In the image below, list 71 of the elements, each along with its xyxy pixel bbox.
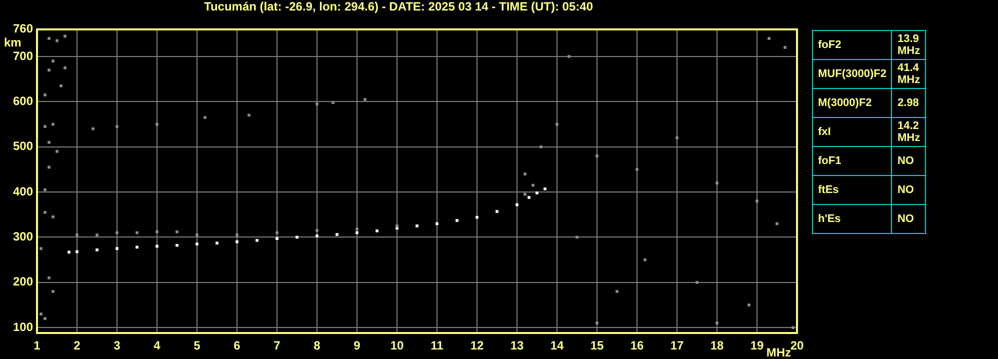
x-tick-label: 16 — [630, 338, 644, 353]
x-tick-label: 4 — [154, 338, 161, 353]
text: M(3000)F2 — [812, 88, 892, 118]
x-tick-label: 6 — [234, 338, 241, 353]
point — [376, 229, 378, 232]
text: NO — [892, 204, 926, 234]
x-tick-label: 7 — [274, 338, 281, 353]
x-tick-label: 2 — [74, 338, 81, 353]
point — [536, 192, 538, 194]
x-tick-label: 17 — [670, 338, 684, 353]
text: ftEs — [812, 176, 892, 204]
y-tick-label: 300 — [12, 230, 34, 244]
x-tick-label: 19 — [750, 338, 764, 353]
point — [68, 250, 70, 254]
chart-title: Tucumán (lat: -26.9, lon: 294.6) - DATE: 2025 03 14 - TIME (UT): 05:40 — [204, 0, 594, 14]
point — [528, 196, 530, 199]
point — [316, 234, 318, 238]
point — [496, 210, 498, 213]
point — [296, 236, 298, 239]
y-tick-label: 760 — [12, 22, 34, 36]
y-tick-label: 400 — [12, 184, 34, 198]
x-tick-label: 18 — [710, 338, 724, 353]
x-tick-label: 10 — [390, 338, 404, 353]
point — [96, 248, 98, 252]
text: NO — [892, 176, 926, 204]
point — [356, 231, 358, 234]
point — [236, 240, 238, 244]
text: 41.4 MHz — [892, 60, 926, 88]
point — [436, 222, 438, 226]
point — [516, 203, 518, 206]
y-tick-label: 700 — [12, 48, 34, 63]
point — [276, 237, 278, 240]
point — [136, 246, 138, 249]
x-tick-label: 9 — [354, 338, 361, 353]
text: h'Es — [812, 204, 892, 234]
y-tick-label: 600 — [12, 94, 34, 108]
y-axis-title: km — [4, 36, 22, 50]
text: 14.2 MHz — [892, 118, 926, 146]
point — [156, 244, 158, 248]
x-tick-label: 3 — [114, 338, 121, 353]
x-tick-label: 20 — [790, 338, 804, 353]
text: NO — [892, 146, 926, 176]
point — [476, 216, 478, 219]
text: foF1 — [812, 146, 892, 176]
x-tick-label: 5 — [194, 338, 201, 353]
y-tick-label: 200 — [12, 274, 34, 289]
x-axis-title: MHz — [766, 345, 791, 359]
x-tick-label: 8 — [314, 338, 321, 353]
point — [196, 242, 198, 246]
text: fxI — [812, 118, 892, 146]
point — [336, 233, 338, 236]
point — [76, 250, 78, 254]
x-tick-label: 14 — [550, 338, 564, 353]
x-tick-label: 13 — [510, 338, 524, 353]
point — [216, 242, 218, 245]
y-tick-label: 500 — [12, 139, 34, 154]
x-tick-label: 12 — [470, 338, 484, 353]
point — [116, 247, 118, 250]
point — [416, 224, 418, 228]
point — [256, 238, 258, 242]
text: 2.98 — [892, 88, 926, 118]
text: MUF(3000)F2 — [812, 60, 892, 88]
x-tick-label: 1 — [34, 338, 41, 353]
text: foF2 — [812, 30, 892, 60]
point — [176, 244, 178, 247]
y-tick-label: 100 — [12, 320, 34, 334]
x-tick-label: 15 — [590, 338, 604, 353]
point — [456, 219, 458, 222]
x-tick-label: 11 — [430, 338, 444, 353]
point — [544, 187, 546, 190]
text: 13.9 MHz — [892, 30, 926, 60]
